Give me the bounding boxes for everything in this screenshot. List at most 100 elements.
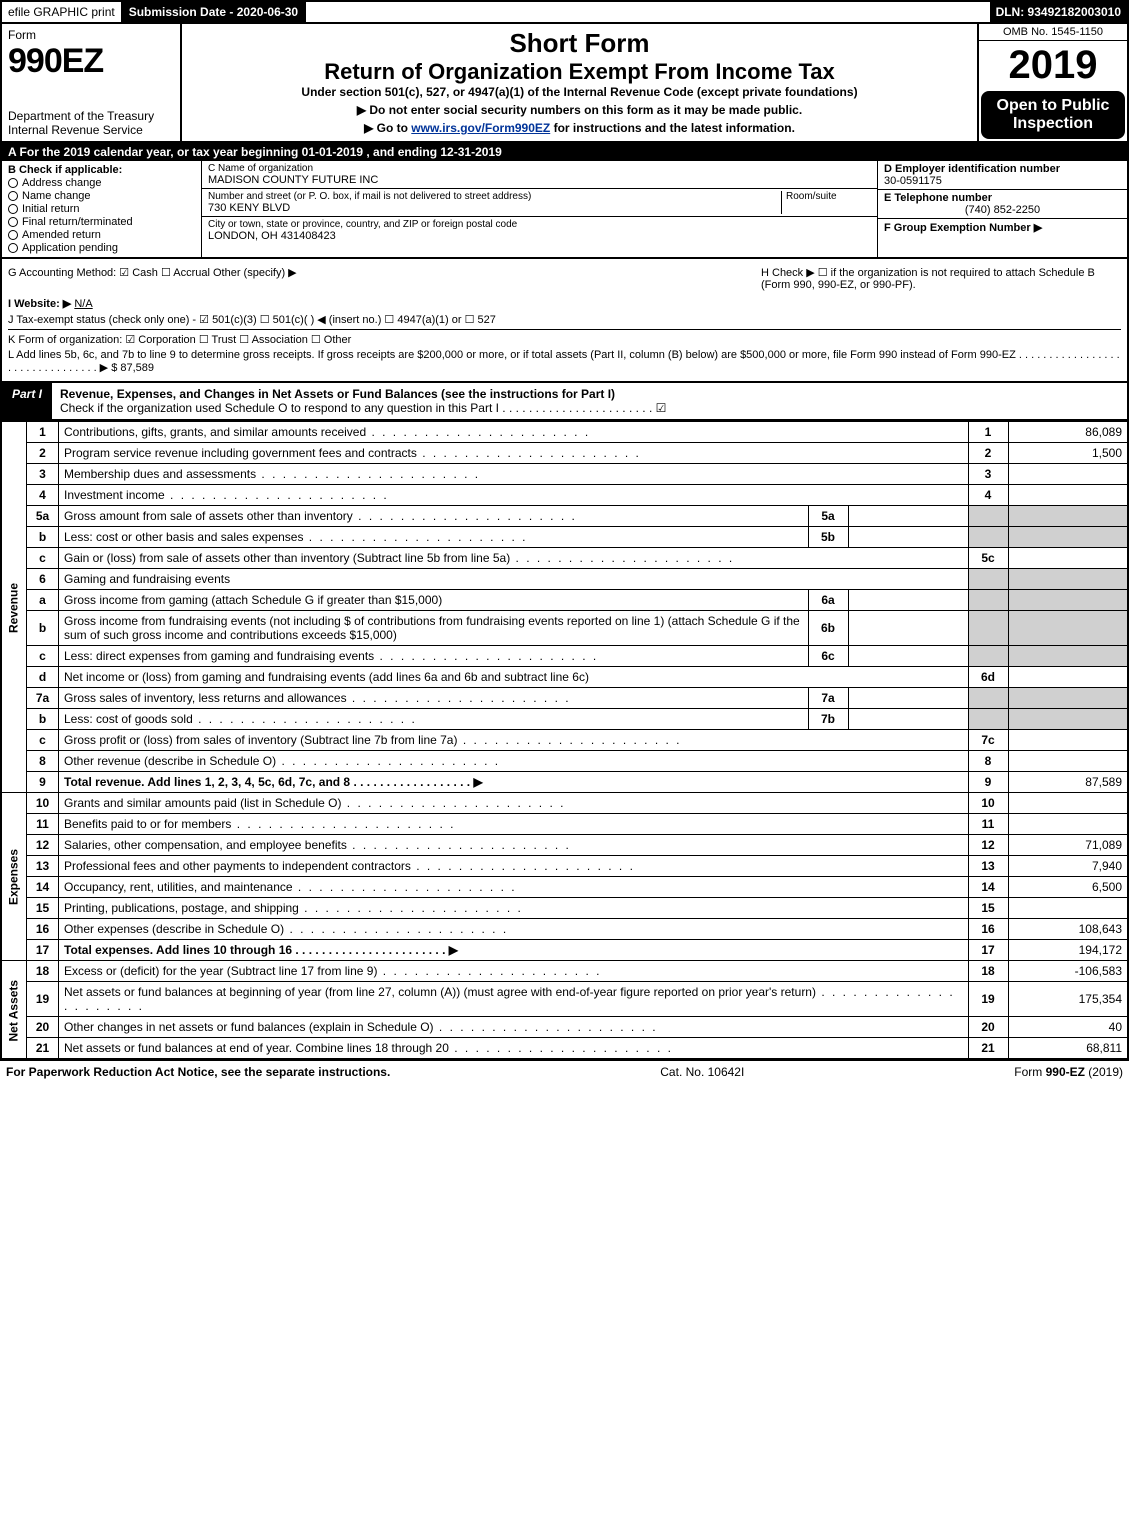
row-rn: 14 [968, 877, 1008, 898]
row-text: Gaming and fundraising events [59, 569, 969, 590]
box-def: D Employer identification number 30-0591… [877, 161, 1127, 257]
row-num: 2 [27, 443, 59, 464]
row-num: 11 [27, 814, 59, 835]
row-num: 20 [27, 1017, 59, 1038]
row-amt: 108,643 [1008, 919, 1128, 940]
row-rn: 10 [968, 793, 1008, 814]
footer-right: Form 990-EZ (2019) [1014, 1065, 1123, 1079]
row-rn: 21 [968, 1038, 1008, 1060]
row-text: Investment income [64, 488, 389, 502]
row-text: Professional fees and other payments to … [64, 859, 635, 873]
tax-year: 2019 [979, 41, 1127, 89]
row-text: Net assets or fund balances at end of ye… [64, 1041, 673, 1055]
row-amt: 68,811 [1008, 1038, 1128, 1060]
row-text: Program service revenue including govern… [64, 446, 641, 460]
row-text: Occupancy, rent, utilities, and maintena… [64, 880, 517, 894]
row-rn: 11 [968, 814, 1008, 835]
row-num: 4 [27, 485, 59, 506]
row-amt [1008, 730, 1128, 751]
row-amt: 6,500 [1008, 877, 1128, 898]
short-form-title: Short Form [192, 28, 967, 59]
row-text: Salaries, other compensation, and employ… [64, 838, 571, 852]
d-label: D Employer identification number [884, 163, 1121, 175]
row-text: Total revenue. Add lines 1, 2, 3, 4, 5c,… [64, 775, 483, 789]
row-num: 16 [27, 919, 59, 940]
b-item: Name change [22, 190, 91, 202]
subtitle: Under section 501(c), 527, or 4947(a)(1)… [192, 85, 967, 99]
row-text: Gross sales of inventory, less returns a… [64, 691, 571, 705]
box-b-title: B Check if applicable: [8, 164, 195, 176]
row-num: b [27, 709, 59, 730]
row-rn: 15 [968, 898, 1008, 919]
dept-label: Department of the Treasury [8, 109, 174, 123]
row-rn: 7c [968, 730, 1008, 751]
row-text: Gross income from fundraising events (no… [59, 611, 809, 646]
row-rn: 16 [968, 919, 1008, 940]
org-name: MADISON COUNTY FUTURE INC [208, 174, 871, 186]
row-num: 6 [27, 569, 59, 590]
row-num: b [27, 611, 59, 646]
row-num: 15 [27, 898, 59, 919]
row-rn: 18 [968, 961, 1008, 982]
grey-cell [1008, 506, 1128, 527]
row-text: Less: direct expenses from gaming and fu… [64, 649, 598, 663]
notice2-post: for instructions and the latest informat… [550, 121, 795, 135]
row-num: c [27, 730, 59, 751]
efile-label: efile GRAPHIC print [2, 2, 123, 22]
row-amt [1008, 548, 1128, 569]
row-text: Other expenses (describe in Schedule O) [64, 922, 508, 936]
row-num: 5a [27, 506, 59, 527]
mid-ref: 6a [808, 590, 848, 611]
row-text: Other changes in net assets or fund bala… [64, 1020, 658, 1034]
main-table: Revenue 1 Contributions, gifts, grants, … [0, 421, 1129, 1060]
omb-number: OMB No. 1545-1150 [979, 24, 1127, 41]
row-amt [1008, 485, 1128, 506]
row-num: 13 [27, 856, 59, 877]
row-rn: 5c [968, 548, 1008, 569]
row-num: c [27, 548, 59, 569]
submission-date: Submission Date - 2020-06-30 [123, 2, 306, 22]
form-number: 990EZ [8, 42, 174, 81]
part1-wrapper: Part I Revenue, Expenses, and Changes in… [0, 383, 1129, 421]
row-text: Net assets or fund balances at beginning… [64, 985, 955, 1013]
row-text: Printing, publications, postage, and shi… [64, 901, 523, 915]
row-rn: 13 [968, 856, 1008, 877]
sub-section: G Accounting Method: ☑ Cash ☐ Accrual Ot… [0, 259, 1129, 383]
row-num: 9 [27, 772, 59, 793]
row-amt: 1,500 [1008, 443, 1128, 464]
row-num: 1 [27, 422, 59, 443]
row-rn: 3 [968, 464, 1008, 485]
row-text: Benefits paid to or for members [64, 817, 455, 831]
inspection-badge: Open to Public Inspection [981, 91, 1125, 139]
box-b: B Check if applicable: Address change Na… [2, 161, 202, 257]
line-j: J Tax-exempt status (check only one) - ☑… [8, 313, 1121, 326]
spacer [306, 2, 989, 22]
website-value: N/A [74, 298, 92, 310]
row-amt [1008, 793, 1128, 814]
ein-value: 30-0591175 [884, 175, 1121, 187]
row-amt [1008, 464, 1128, 485]
row-text: Other revenue (describe in Schedule O) [64, 754, 500, 768]
row-text: Gross profit or (loss) from sales of inv… [64, 733, 682, 747]
expenses-vlabel: Expenses [1, 793, 27, 961]
row-num: d [27, 667, 59, 688]
netassets-vlabel: Net Assets [1, 961, 27, 1060]
row-amt: 40 [1008, 1017, 1128, 1038]
row-amt: 175,354 [1008, 982, 1128, 1017]
row-num: 21 [27, 1038, 59, 1060]
row-text: Gain or (loss) from sale of assets other… [64, 551, 734, 565]
row-num: a [27, 590, 59, 611]
row-rn: 8 [968, 751, 1008, 772]
b-item: Initial return [22, 203, 79, 215]
line-i-label: I Website: ▶ [8, 298, 71, 310]
mid-ref: 5b [808, 527, 848, 548]
irs-link[interactable]: www.irs.gov/Form990EZ [411, 121, 550, 135]
footer-left: For Paperwork Reduction Act Notice, see … [6, 1065, 390, 1079]
notice-2: Go to www.irs.gov/Form990EZ for instruct… [192, 121, 967, 135]
info-grid: B Check if applicable: Address change Na… [0, 161, 1129, 259]
row-rn: 4 [968, 485, 1008, 506]
row-num: 3 [27, 464, 59, 485]
room-label: Room/suite [786, 191, 871, 202]
row-text: Net income or (loss) from gaming and fun… [59, 667, 969, 688]
row-text: Excess or (deficit) for the year (Subtra… [64, 964, 601, 978]
